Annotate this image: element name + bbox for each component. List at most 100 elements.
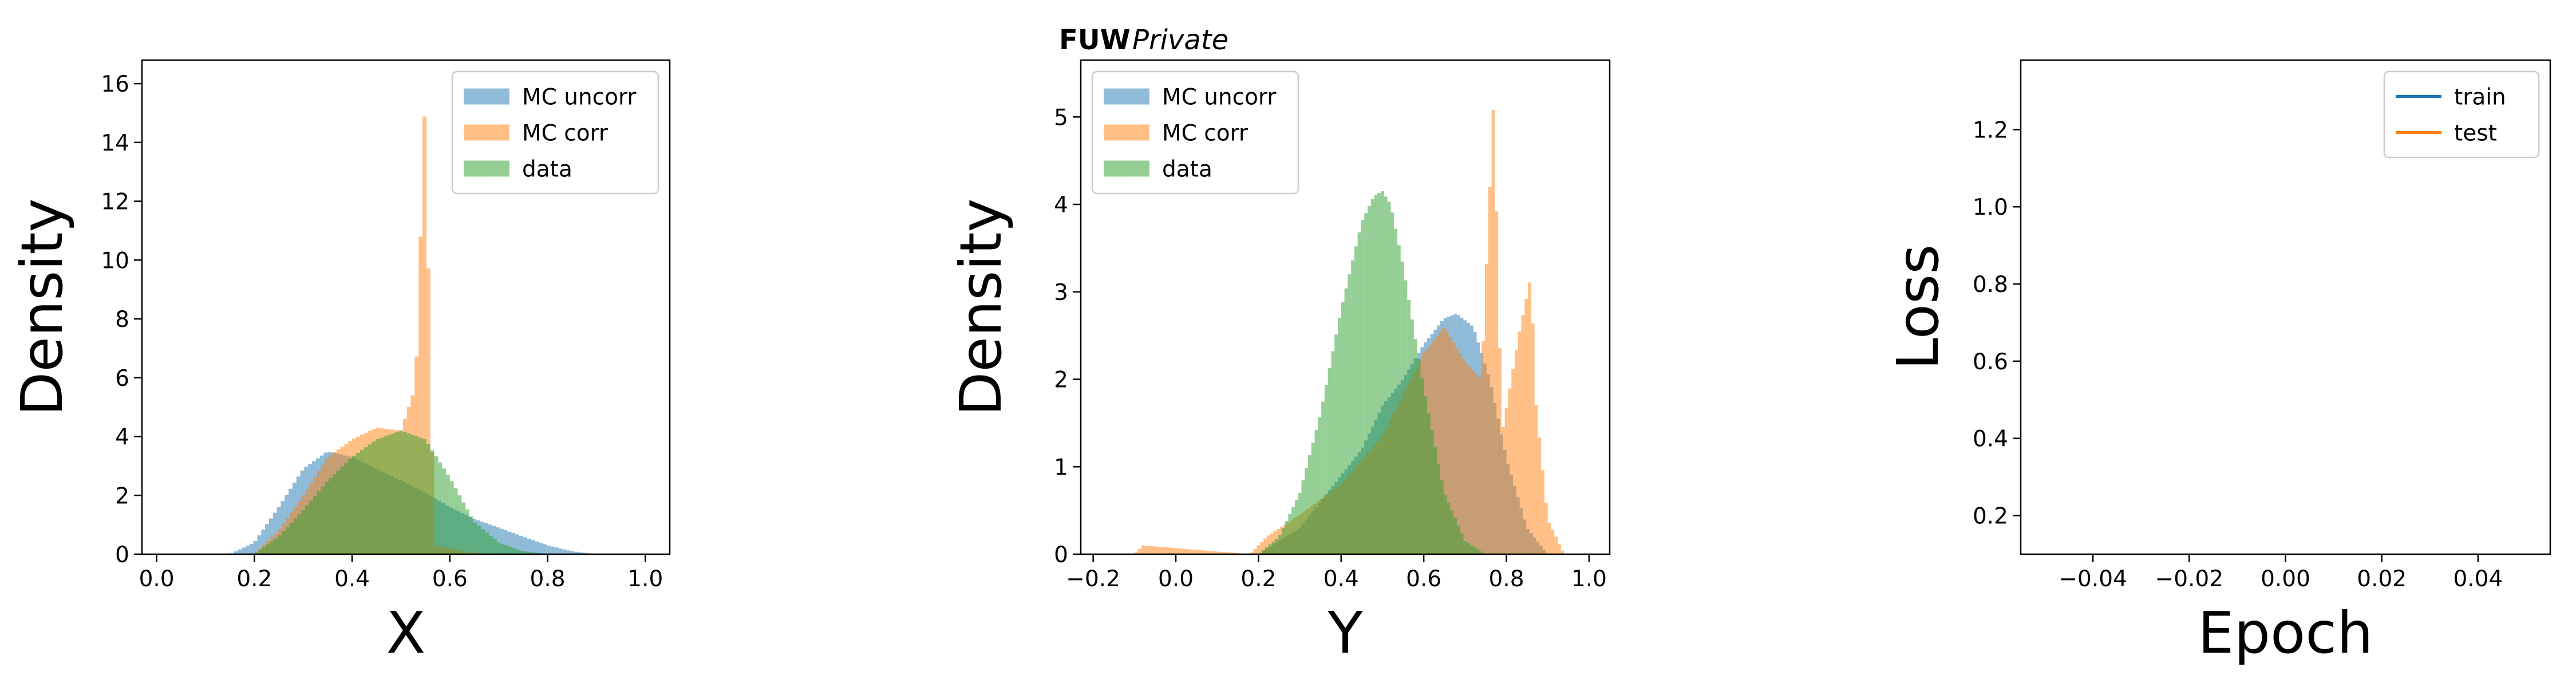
y-tick-label: 14 bbox=[101, 131, 129, 156]
histogram-bar bbox=[1390, 212, 1394, 554]
y-tick-label: 4 bbox=[1054, 192, 1068, 218]
y-axis-label: Density bbox=[947, 198, 1014, 416]
histogram-bar bbox=[1538, 437, 1542, 554]
histogram-bar bbox=[1200, 550, 1204, 554]
y-axis-label: Density bbox=[9, 198, 76, 416]
x-tick-label: 0.02 bbox=[2357, 566, 2407, 592]
legend-label: MC uncorr bbox=[522, 85, 637, 110]
histogram-bar bbox=[395, 432, 400, 554]
legend: MC uncorr MC corr data bbox=[451, 70, 659, 195]
histogram-bar bbox=[1370, 199, 1374, 554]
histogram-bar bbox=[372, 441, 376, 554]
y-tick-label: 1 bbox=[1054, 455, 1068, 480]
histogram-bar bbox=[1554, 536, 1558, 554]
x-tick-label: 0.04 bbox=[2453, 566, 2503, 592]
histogram-bar bbox=[422, 439, 426, 554]
histogram-bar bbox=[1521, 315, 1525, 554]
histogram-bar bbox=[457, 495, 462, 554]
title-bold-text: FUW bbox=[1059, 24, 1131, 56]
histogram-bar bbox=[387, 435, 392, 554]
histogram-bar bbox=[305, 505, 309, 554]
histogram-bar bbox=[1253, 548, 1257, 554]
histogram-bar bbox=[1151, 546, 1155, 554]
histogram-bar bbox=[489, 535, 493, 554]
histogram-bar bbox=[1275, 539, 1279, 554]
histogram-bar bbox=[379, 437, 384, 554]
chart-1: 0.0 0.2 0.4 0.6 0.8 1.0 0 2 4 6 8 10 12 14 16 X Density M… bbox=[9, 59, 671, 666]
histogram-bar bbox=[1351, 260, 1354, 554]
histogram-bar bbox=[1456, 526, 1460, 554]
histogram-bar bbox=[504, 545, 509, 554]
histogram-bar bbox=[1210, 551, 1214, 554]
histogram-bar bbox=[1437, 463, 1441, 554]
histogram-bar bbox=[539, 543, 543, 554]
histogram-bar bbox=[512, 548, 516, 554]
histogram-bar bbox=[1478, 377, 1482, 554]
y-tick-label: 0.4 bbox=[1973, 427, 2008, 452]
histogram-bar bbox=[524, 551, 528, 554]
legend-box bbox=[2383, 70, 2540, 159]
histogram-bar bbox=[1448, 336, 1452, 554]
histogram-bar bbox=[364, 447, 368, 554]
histogram-bar bbox=[1384, 196, 1388, 554]
histogram-bar bbox=[1541, 470, 1544, 554]
histogram-bar bbox=[1435, 336, 1439, 554]
histogram-bar bbox=[1498, 348, 1502, 554]
histogram-bar bbox=[301, 510, 306, 554]
histogram-bar bbox=[1443, 495, 1447, 554]
histogram-bar bbox=[1547, 523, 1551, 554]
y-tick-label: 5 bbox=[1054, 105, 1068, 131]
x-tick-label: 0.0 bbox=[1158, 566, 1194, 592]
histogram-bar bbox=[1357, 232, 1361, 554]
histogram-bar bbox=[1480, 551, 1484, 554]
histogram-bar bbox=[1381, 191, 1384, 554]
histogram-bar bbox=[1468, 367, 1472, 554]
histogram-bar bbox=[265, 524, 269, 554]
x-axis-label: Y bbox=[1327, 599, 1363, 666]
histogram-bar bbox=[1544, 503, 1548, 554]
histogram-bar bbox=[418, 236, 423, 555]
histogram-bar bbox=[519, 535, 523, 554]
x-tick-label: 0.6 bbox=[1406, 566, 1441, 592]
histogram-bar bbox=[282, 531, 286, 554]
histogram-bar bbox=[317, 491, 321, 554]
legend-swatch bbox=[1104, 124, 1149, 141]
histogram-bar bbox=[1298, 493, 1302, 554]
histogram-bar bbox=[481, 529, 485, 554]
legend-swatch bbox=[1104, 88, 1149, 105]
histogram-bar bbox=[550, 546, 555, 554]
histogram-bar bbox=[543, 544, 547, 554]
histogram-bar bbox=[1441, 327, 1445, 554]
histogram-bar bbox=[515, 534, 520, 554]
histogram-bar bbox=[1471, 370, 1475, 554]
histogram-bar bbox=[503, 530, 508, 554]
histogram-bar bbox=[285, 527, 290, 554]
histogram-bar bbox=[496, 527, 500, 554]
x-tick-label: −0.04 bbox=[2059, 566, 2127, 592]
histogram-bar bbox=[566, 550, 570, 554]
histogram-bar bbox=[325, 481, 329, 554]
x-tick-label: 0.2 bbox=[236, 566, 272, 592]
histogram-bar bbox=[266, 544, 270, 554]
histogram-bar bbox=[1424, 396, 1427, 554]
histogram-bar bbox=[402, 432, 407, 554]
legend-label: test bbox=[2454, 121, 2497, 147]
histogram-bar bbox=[1220, 552, 1224, 554]
histogram-bar bbox=[1427, 413, 1431, 554]
histogram-bar bbox=[1452, 342, 1456, 554]
histogram-bar bbox=[1180, 548, 1184, 554]
histogram-bar bbox=[418, 437, 423, 554]
histogram-bar bbox=[1518, 331, 1522, 554]
axes-frame bbox=[1080, 59, 1611, 555]
histogram-bar bbox=[422, 116, 426, 554]
histogram-bar bbox=[426, 268, 430, 554]
y-tick-label: 0 bbox=[1054, 542, 1068, 568]
histogram-bar bbox=[1411, 319, 1414, 554]
histogram-bar bbox=[1473, 547, 1477, 554]
histogram-bar bbox=[1440, 480, 1444, 554]
histogram-bar bbox=[332, 474, 337, 554]
histogram-bar bbox=[1334, 334, 1338, 554]
legend-swatch bbox=[464, 124, 509, 141]
histogram-bar bbox=[321, 486, 325, 554]
